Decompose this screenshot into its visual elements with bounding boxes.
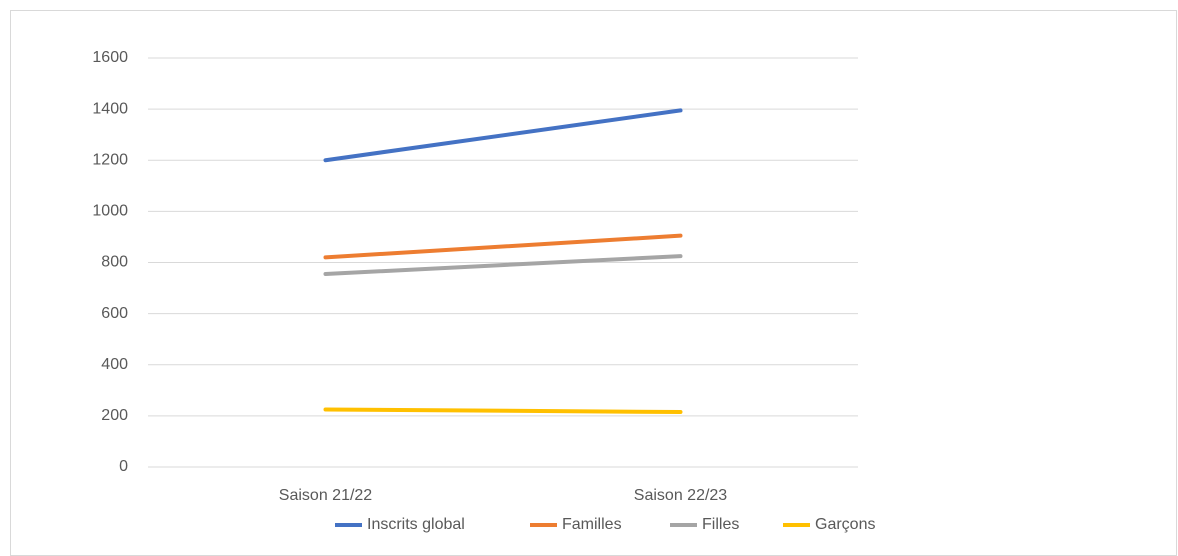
legend-label: Inscrits global: [367, 516, 465, 533]
y-tick-label: 1200: [92, 151, 128, 168]
x-tick-label: Saison 22/23: [634, 487, 728, 504]
y-tick-label: 0: [119, 458, 128, 475]
legend-label: Filles: [702, 516, 739, 533]
y-tick-label: 400: [101, 356, 128, 373]
y-tick-label: 200: [101, 407, 128, 424]
series-line: [323, 233, 683, 260]
y-tick-label: 1000: [92, 203, 128, 220]
series-line: [323, 407, 683, 415]
y-tick-label: 800: [101, 254, 128, 271]
series-line: [323, 108, 683, 163]
y-tick-label: 1400: [92, 100, 128, 117]
x-tick-label: Saison 21/22: [279, 487, 373, 504]
chart-border: [10, 10, 1177, 556]
y-tick-label: 600: [101, 305, 128, 322]
legend-label: Garçons: [815, 516, 875, 533]
series-line: [323, 254, 683, 277]
y-tick-label: 1600: [92, 49, 128, 66]
legend-label: Familles: [562, 516, 622, 533]
